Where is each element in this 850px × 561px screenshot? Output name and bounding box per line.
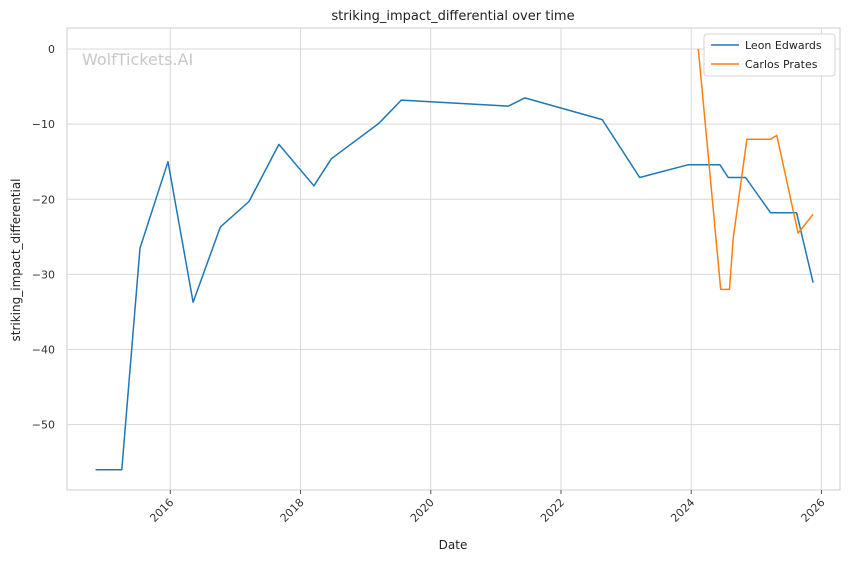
y-tick-label: −20 bbox=[32, 193, 55, 206]
y-tick-label: −40 bbox=[32, 344, 55, 357]
x-tick-label: 2022 bbox=[538, 496, 567, 525]
x-tick-label: 2020 bbox=[408, 496, 437, 525]
y-axis-label: striking_impact_differential bbox=[9, 178, 23, 341]
y-tick-label: −50 bbox=[32, 419, 55, 432]
legend: Leon Edwards Carlos Prates bbox=[703, 33, 836, 77]
chart-title: striking_impact_differential over time bbox=[331, 9, 574, 24]
legend-label-leon-edwards: Leon Edwards bbox=[745, 39, 822, 52]
series-line-leon-edwards bbox=[95, 97, 814, 471]
y-tick-label: 0 bbox=[48, 43, 55, 56]
x-tick-label: 2018 bbox=[278, 496, 307, 525]
y-tick-label: −10 bbox=[32, 118, 55, 131]
x-axis-label: Date bbox=[439, 538, 468, 552]
watermark-text: WolfTickets.AI bbox=[82, 50, 193, 69]
y-tick-label: −30 bbox=[32, 268, 55, 281]
legend-label-carlos-prates: Carlos Prates bbox=[745, 58, 818, 71]
grid bbox=[67, 28, 840, 490]
series-line-carlos-prates bbox=[697, 48, 814, 291]
plot-area bbox=[66, 27, 841, 491]
x-tick-label: 2016 bbox=[147, 496, 176, 525]
x-tick-label: 2026 bbox=[799, 496, 828, 525]
series-lines bbox=[95, 48, 814, 471]
x-tick-label: 2024 bbox=[668, 496, 697, 525]
